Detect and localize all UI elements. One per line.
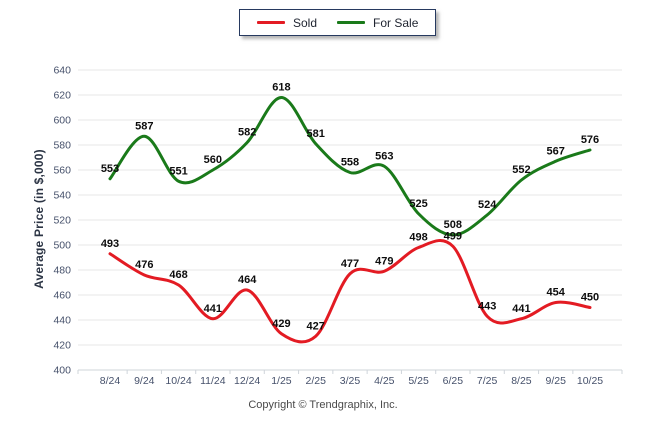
point-label: 464: [238, 274, 257, 286]
point-label: 567: [547, 145, 565, 157]
x-tick-label: 8/25: [511, 375, 532, 387]
y-tick-label: 600: [53, 115, 71, 127]
x-tick-label: 5/25: [408, 375, 429, 387]
point-label: 587: [135, 120, 153, 132]
x-tick-label: 12/24: [234, 375, 260, 387]
point-label: 525: [409, 198, 427, 210]
point-label: 552: [512, 164, 530, 176]
x-tick-label: 11/24: [200, 375, 226, 387]
y-tick-label: 440: [53, 315, 71, 327]
y-tick-label: 520: [53, 215, 71, 227]
point-label: 553: [101, 163, 119, 175]
point-label: 443: [478, 300, 496, 312]
x-tick-label: 10/25: [577, 375, 603, 387]
y-tick-label: 400: [53, 365, 71, 377]
y-tick-label: 500: [53, 240, 71, 252]
point-label: 479: [375, 255, 393, 267]
for-sale-line: [108, 95, 592, 237]
y-tick-label: 480: [53, 265, 71, 277]
x-tick-label: 3/25: [340, 375, 361, 387]
for-sale-line-swatch: [337, 21, 366, 24]
y-tick-label: 640: [53, 65, 71, 77]
point-label: 429: [272, 318, 290, 330]
legend-item-sold: Sold: [257, 16, 317, 30]
point-label: 450: [581, 292, 599, 304]
point-label: 477: [341, 258, 359, 270]
point-label: 454: [547, 287, 566, 299]
point-label: 498: [409, 232, 427, 244]
y-tick-label: 560: [53, 165, 71, 177]
point-label: 581: [307, 128, 325, 140]
legend-item-for-sale: For Sale: [337, 16, 418, 30]
y-tick-label: 420: [53, 340, 71, 352]
x-tick-label: 2/25: [305, 375, 326, 387]
point-label: 441: [204, 303, 222, 315]
point-label: 551: [169, 165, 187, 177]
point-label: 441: [512, 303, 530, 315]
point-label: 563: [375, 150, 393, 162]
point-label: 493: [101, 238, 119, 250]
x-tick-label: 8/24: [100, 375, 121, 387]
point-label: 427: [307, 320, 325, 332]
x-tick-label: 4/25: [374, 375, 395, 387]
y-tick-label: 540: [53, 190, 71, 202]
point-label: 508: [444, 219, 462, 231]
y-tick-label: 580: [53, 140, 71, 152]
y-tick-label: 460: [53, 290, 71, 302]
sold-line: [108, 239, 592, 344]
point-label: 560: [204, 154, 222, 166]
x-tick-label: 7/25: [477, 375, 498, 387]
point-label: 618: [272, 82, 290, 94]
x-tick-label: 10/24: [165, 375, 191, 387]
point-label: 476: [135, 259, 153, 271]
copyright-notice: Copyright © Trendgraphix, Inc.: [248, 399, 398, 411]
point-label: 524: [478, 199, 497, 211]
x-tick-label: 1/25: [271, 375, 292, 387]
x-tick-label: 9/25: [545, 375, 566, 387]
point-label: 558: [341, 157, 359, 169]
point-label: 468: [169, 269, 187, 281]
point-label: 582: [238, 127, 256, 139]
sold-line-swatch: [257, 21, 285, 24]
legend-label-for-sale: For Sale: [373, 15, 419, 30]
chart-legend: Sold For Sale: [239, 9, 437, 36]
x-tick-label: 9/24: [134, 375, 155, 387]
y-tick-label: 620: [53, 90, 71, 102]
point-label: 576: [581, 134, 599, 146]
legend-label-sold: Sold: [293, 15, 318, 30]
point-label: 499: [444, 230, 462, 242]
x-tick-label: 6/25: [443, 375, 464, 387]
